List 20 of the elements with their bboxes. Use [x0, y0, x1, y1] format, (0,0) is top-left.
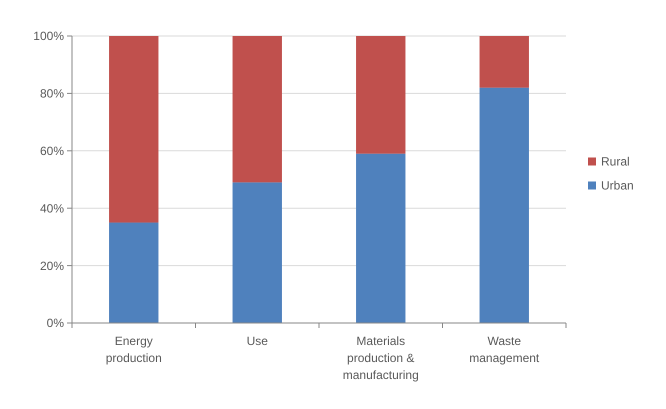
x-tick-label: Waste management	[469, 334, 540, 365]
legend-label: Rural	[601, 154, 630, 169]
x-tick-label: Materials production & manufacturing	[342, 334, 419, 382]
y-tick-label: 80%	[40, 86, 64, 101]
bar	[232, 36, 282, 182]
y-tick-label: 60%	[40, 144, 64, 158]
bar	[109, 36, 158, 223]
bar	[356, 154, 406, 323]
x-tick-label: Energy production	[106, 334, 162, 365]
bar	[480, 36, 529, 88]
bar	[356, 36, 406, 154]
y-tick-label: 100%	[33, 29, 64, 44]
y-tick-label: 20%	[40, 258, 64, 273]
legend-label: Urban	[601, 178, 634, 193]
y-tick-label: 0%	[46, 316, 64, 330]
bar	[480, 88, 529, 323]
bar	[109, 222, 158, 323]
y-tick-label: 40%	[40, 201, 64, 216]
bar	[232, 182, 282, 323]
x-tick-label: Use	[246, 334, 268, 348]
